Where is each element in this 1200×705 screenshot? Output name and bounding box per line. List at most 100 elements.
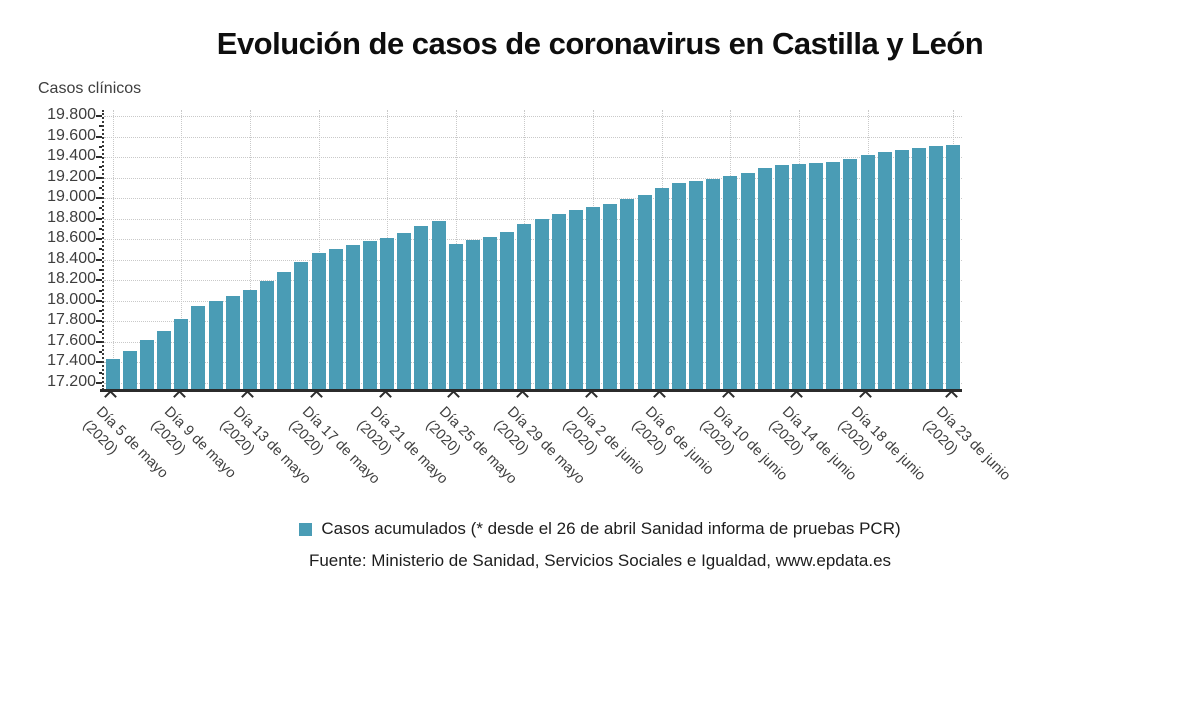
y-major-tick bbox=[96, 238, 102, 241]
h-gridline bbox=[104, 239, 962, 241]
h-gridline bbox=[104, 157, 962, 159]
y-minor-tick bbox=[99, 289, 102, 292]
bar-día-21-de-junio-2020-[interactable] bbox=[912, 148, 927, 390]
bar-día-15-de-junio-2020-[interactable] bbox=[809, 163, 824, 390]
bar-día-20-de-mayo-2020-[interactable] bbox=[362, 240, 377, 390]
bar-día-16-de-mayo-2020-[interactable] bbox=[294, 262, 309, 390]
bar-día-31-de-mayo-2020-[interactable] bbox=[551, 213, 566, 390]
bar-día-2-de-junio-2020-[interactable] bbox=[586, 206, 601, 390]
bar-día-23-de-junio-2020-[interactable] bbox=[946, 144, 961, 390]
legend[interactable]: Casos acumulados (* desde el 26 de abril… bbox=[0, 519, 1200, 539]
bar-día-23-de-mayo-2020-[interactable] bbox=[414, 226, 429, 390]
y-tick-label: 17.400 bbox=[47, 352, 96, 370]
x-tick-caret bbox=[447, 390, 461, 403]
bar-día-26-de-mayo-2020-[interactable] bbox=[465, 240, 480, 390]
y-major-tick bbox=[96, 258, 102, 261]
y-tick-label: 19.000 bbox=[47, 188, 96, 206]
x-tick-caret bbox=[721, 390, 735, 403]
h-gridline bbox=[104, 198, 962, 200]
h-gridline bbox=[104, 259, 962, 261]
v-gridline bbox=[318, 110, 320, 388]
y-major-tick bbox=[96, 156, 102, 159]
bar-día-5-de-mayo-2020-[interactable] bbox=[105, 359, 120, 390]
h-gridline bbox=[104, 382, 962, 384]
y-major-tick bbox=[96, 340, 102, 343]
bar-día-6-de-junio-2020-[interactable] bbox=[654, 188, 669, 390]
h-gridline bbox=[104, 321, 962, 323]
source-attribution: Fuente: Ministerio de Sanidad, Servicios… bbox=[308, 551, 892, 570]
bar-día-5-de-junio-2020-[interactable] bbox=[637, 194, 652, 390]
y-minor-tick bbox=[99, 269, 102, 271]
bar-día-9-de-junio-2020-[interactable] bbox=[706, 179, 721, 390]
y-minor-tick bbox=[99, 125, 102, 128]
bar-día-6-de-mayo-2020-[interactable] bbox=[122, 350, 137, 390]
bar-día-14-de-mayo-2020-[interactable] bbox=[260, 280, 275, 390]
y-minor-tick bbox=[99, 227, 102, 230]
x-tick-label: Día 9 de mayo (2020) bbox=[147, 403, 240, 496]
h-gridline bbox=[104, 300, 962, 302]
bar-día-8-de-junio-2020-[interactable] bbox=[689, 180, 704, 390]
y-axis-line bbox=[102, 110, 104, 390]
y-tick-label: 17.600 bbox=[47, 331, 96, 349]
bar-día-28-de-mayo-2020-[interactable] bbox=[500, 232, 515, 390]
bar-día-25-de-mayo-2020-[interactable] bbox=[448, 244, 463, 390]
y-major-tick bbox=[96, 381, 102, 384]
legend-label: Casos acumulados (* desde el 26 de abril… bbox=[321, 519, 901, 538]
bar-día-22-de-junio-2020-[interactable] bbox=[929, 146, 944, 390]
bar-día-7-de-junio-2020-[interactable] bbox=[671, 183, 686, 390]
bar-día-29-de-mayo-2020-[interactable] bbox=[517, 224, 532, 390]
bar-día-19-de-mayo-2020-[interactable] bbox=[345, 244, 360, 390]
bar-día-22-de-mayo-2020-[interactable] bbox=[397, 233, 412, 390]
h-gridline bbox=[104, 136, 962, 138]
bar-día-11-de-mayo-2020-[interactable] bbox=[208, 301, 223, 390]
y-minor-tick bbox=[99, 186, 102, 189]
bar-día-8-de-mayo-2020-[interactable] bbox=[157, 330, 172, 390]
x-tick-caret bbox=[945, 390, 958, 403]
x-tick-caret bbox=[584, 390, 598, 403]
y-major-tick bbox=[96, 176, 102, 179]
bar-día-4-de-junio-2020-[interactable] bbox=[620, 199, 635, 390]
y-major-tick bbox=[96, 135, 102, 138]
bar-día-11-de-junio-2020-[interactable] bbox=[740, 172, 755, 390]
bar-día-13-de-junio-2020-[interactable] bbox=[774, 165, 789, 390]
h-gridline bbox=[104, 218, 962, 220]
h-gridline bbox=[104, 341, 962, 343]
bar-día-12-de-mayo-2020-[interactable] bbox=[225, 295, 240, 390]
bar-día-18-de-mayo-2020-[interactable] bbox=[328, 248, 343, 390]
v-gridline bbox=[181, 110, 183, 388]
bar-día-10-de-mayo-2020-[interactable] bbox=[191, 305, 206, 390]
y-axis-title: Casos clínicos bbox=[38, 80, 142, 97]
bar-día-17-de-junio-2020-[interactable] bbox=[843, 158, 858, 390]
bar-día-1-de-junio-2020-[interactable] bbox=[568, 209, 583, 390]
y-tick-label: 19.600 bbox=[47, 126, 96, 144]
y-minor-tick bbox=[99, 207, 102, 210]
bar-día-13-de-mayo-2020-[interactable] bbox=[242, 289, 257, 390]
h-gridline bbox=[104, 116, 962, 118]
bar-día-18-de-junio-2020-[interactable] bbox=[860, 155, 875, 390]
y-tick-label: 17.800 bbox=[47, 311, 96, 329]
y-tick-label: 18.800 bbox=[47, 208, 96, 226]
v-gridline bbox=[249, 110, 251, 388]
y-major-tick bbox=[96, 197, 102, 200]
y-minor-tick bbox=[99, 330, 102, 333]
y-minor-tick bbox=[99, 371, 102, 374]
bar-día-12-de-junio-2020-[interactable] bbox=[757, 167, 772, 390]
bar-día-7-de-mayo-2020-[interactable] bbox=[139, 339, 154, 390]
bar-día-3-de-junio-2020-[interactable] bbox=[603, 204, 618, 390]
x-tick-caret bbox=[653, 390, 667, 403]
bar-día-15-de-mayo-2020-[interactable] bbox=[277, 272, 292, 390]
h-gridline bbox=[104, 280, 962, 282]
bar-día-9-de-mayo-2020-[interactable] bbox=[174, 319, 189, 390]
bar-día-20-de-junio-2020-[interactable] bbox=[894, 149, 909, 390]
bar-día-16-de-junio-2020-[interactable] bbox=[826, 162, 841, 390]
bar-día-27-de-mayo-2020-[interactable] bbox=[483, 236, 498, 390]
x-tick-caret bbox=[516, 390, 529, 403]
bar-día-24-de-mayo-2020-[interactable] bbox=[431, 220, 446, 390]
bar-día-30-de-mayo-2020-[interactable] bbox=[534, 219, 549, 390]
bar-día-17-de-mayo-2020-[interactable] bbox=[311, 253, 326, 390]
bar-día-10-de-junio-2020-[interactable] bbox=[723, 175, 738, 390]
bar-día-19-de-junio-2020-[interactable] bbox=[877, 151, 892, 390]
bar-día-21-de-mayo-2020-[interactable] bbox=[380, 237, 395, 390]
y-major-tick bbox=[96, 279, 102, 282]
bar-día-14-de-junio-2020-[interactable] bbox=[791, 164, 806, 390]
